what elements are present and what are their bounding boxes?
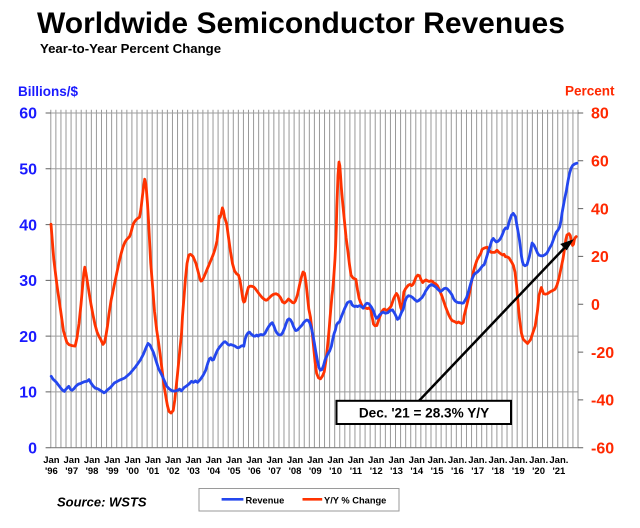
- svg-text:Year-to-Year Percent Change: Year-to-Year Percent Change: [40, 41, 221, 56]
- svg-text:Jan: Jan: [246, 455, 263, 466]
- svg-text:10: 10: [19, 385, 37, 402]
- svg-text:Jan: Jan: [165, 455, 182, 466]
- svg-text:40: 40: [19, 217, 37, 234]
- svg-text:Jan: Jan: [43, 455, 60, 466]
- svg-text:'11: '11: [350, 466, 363, 477]
- svg-text:Jan: Jan: [185, 455, 202, 466]
- svg-text:'98: '98: [86, 466, 99, 477]
- svg-text:Jan.: Jan.: [529, 455, 548, 466]
- svg-text:'08: '08: [289, 466, 302, 477]
- svg-text:Y/Y % Change: Y/Y % Change: [324, 495, 386, 505]
- svg-text:'05: '05: [228, 466, 242, 477]
- svg-text:'01: '01: [146, 466, 160, 477]
- svg-text:60: 60: [591, 154, 609, 171]
- svg-text:60: 60: [19, 106, 37, 123]
- svg-text:Jan: Jan: [64, 455, 81, 466]
- svg-text:'13: '13: [390, 466, 403, 477]
- svg-text:'97: '97: [65, 466, 78, 477]
- svg-text:80: 80: [591, 106, 609, 123]
- svg-text:-20: -20: [591, 345, 614, 362]
- svg-text:Worldwide Semiconductor Revenu: Worldwide Semiconductor Revenues: [37, 7, 565, 40]
- svg-text:40: 40: [591, 201, 609, 218]
- svg-text:'16: '16: [451, 466, 464, 477]
- svg-text:Jan: Jan: [104, 455, 121, 466]
- svg-text:Billions/$: Billions/$: [18, 84, 79, 99]
- svg-text:0: 0: [28, 440, 37, 457]
- svg-text:Jan: Jan: [388, 455, 405, 466]
- svg-text:Jan: Jan: [287, 455, 304, 466]
- svg-text:Jan.: Jan.: [428, 455, 447, 466]
- svg-text:20: 20: [591, 249, 609, 266]
- svg-text:Jan: Jan: [348, 455, 365, 466]
- svg-text:'14: '14: [410, 466, 424, 477]
- svg-text:'09: '09: [309, 466, 322, 477]
- svg-text:20: 20: [19, 329, 37, 346]
- svg-text:Jan: Jan: [409, 455, 426, 466]
- svg-text:30: 30: [19, 273, 37, 290]
- svg-text:'07: '07: [268, 466, 281, 477]
- svg-text:Jan: Jan: [206, 455, 223, 466]
- svg-text:-40: -40: [591, 393, 614, 410]
- svg-text:Jan.: Jan.: [468, 455, 487, 466]
- svg-text:Jan: Jan: [368, 455, 385, 466]
- svg-text:Source: WSTS: Source: WSTS: [57, 495, 147, 510]
- svg-text:'00: '00: [126, 466, 139, 477]
- svg-text:'10: '10: [329, 466, 342, 477]
- svg-text:'06: '06: [248, 466, 261, 477]
- svg-text:'03: '03: [187, 466, 200, 477]
- svg-text:'15: '15: [431, 466, 445, 477]
- svg-text:50: 50: [19, 162, 37, 179]
- svg-text:'18: '18: [492, 466, 505, 477]
- svg-text:Jan.: Jan.: [549, 455, 568, 466]
- svg-text:Dec. '21 = 28.3% Y/Y: Dec. '21 = 28.3% Y/Y: [359, 405, 489, 420]
- svg-text:Jan: Jan: [307, 455, 324, 466]
- svg-text:0: 0: [591, 297, 600, 314]
- svg-text:'02: '02: [167, 466, 180, 477]
- svg-text:-60: -60: [591, 440, 614, 457]
- svg-text:'19: '19: [512, 466, 525, 477]
- svg-text:Jan: Jan: [327, 455, 344, 466]
- svg-text:'21: '21: [552, 466, 566, 477]
- svg-text:Revenue: Revenue: [246, 495, 285, 505]
- svg-text:Jan: Jan: [145, 455, 162, 466]
- svg-text:Jan: Jan: [267, 455, 284, 466]
- svg-text:Jan: Jan: [124, 455, 141, 466]
- svg-text:Jan.: Jan.: [488, 455, 507, 466]
- svg-text:Jan: Jan: [84, 455, 101, 466]
- svg-text:Jan.: Jan.: [509, 455, 528, 466]
- svg-text:'96: '96: [45, 466, 58, 477]
- svg-text:'04: '04: [207, 466, 221, 477]
- svg-text:Jan: Jan: [226, 455, 243, 466]
- svg-text:Jan.: Jan.: [448, 455, 467, 466]
- svg-text:Percent: Percent: [565, 84, 615, 99]
- svg-text:'17: '17: [471, 466, 484, 477]
- svg-text:'12: '12: [370, 466, 383, 477]
- svg-text:'20: '20: [532, 466, 545, 477]
- svg-text:'99: '99: [106, 466, 119, 477]
